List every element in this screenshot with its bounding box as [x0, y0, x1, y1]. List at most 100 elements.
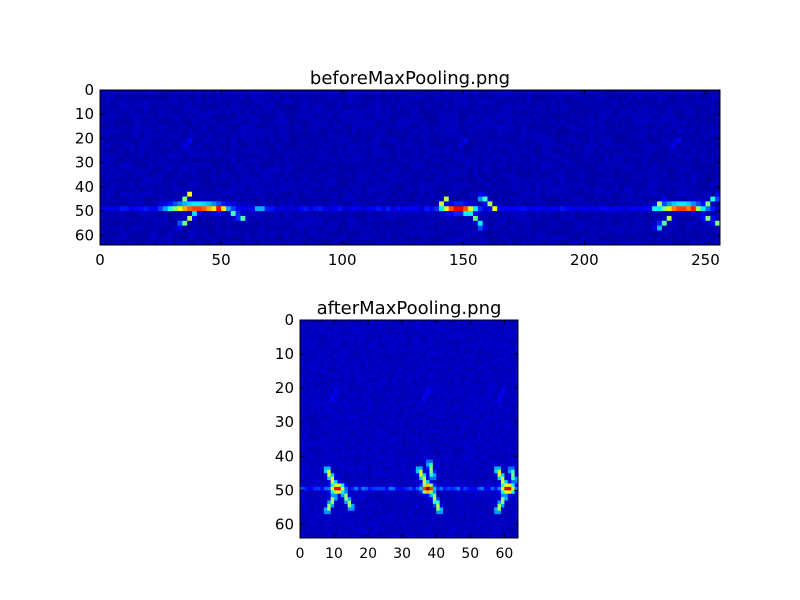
heatmap-cell [398, 354, 403, 358]
heatmap-cell [618, 162, 624, 168]
heatmap-cell [574, 172, 580, 178]
heatmap-cell [690, 211, 697, 217]
chart-title-after: afterMaxPooling.png [317, 298, 502, 319]
heatmap-cell [225, 196, 232, 202]
heatmap-cell [279, 114, 285, 120]
heatmap-cell [710, 225, 716, 231]
heatmap-cell [535, 225, 542, 231]
heatmap-cell [211, 94, 217, 101]
heatmap-cell [540, 211, 547, 217]
heatmap-cell [535, 206, 542, 212]
heatmap-cell [439, 343, 444, 348]
heatmap-cell [274, 191, 280, 197]
heatmap-cell [332, 230, 338, 236]
heatmap-cell [434, 167, 440, 173]
heatmap-cell [211, 186, 217, 193]
heatmap-cell [526, 211, 532, 217]
heatmap-cell [303, 196, 309, 202]
heatmap-cell [405, 323, 410, 328]
heatmap-cell [446, 343, 451, 348]
heatmap-cell [487, 104, 493, 110]
heatmap-cell [133, 94, 140, 101]
heatmap-cell [385, 148, 392, 154]
heatmap-cell [211, 191, 217, 197]
heatmap-cell [327, 148, 333, 154]
heatmap-cell [458, 157, 464, 164]
heatmap-cell [458, 206, 464, 212]
heatmap-cell [502, 128, 508, 134]
heatmap-cell [322, 240, 329, 246]
heatmap-cell [133, 138, 140, 144]
heatmap-cell [429, 109, 435, 115]
heatmap-cell [676, 191, 682, 197]
heatmap-cell [506, 182, 513, 188]
heatmap-cell [327, 350, 332, 355]
heatmap-cell [298, 90, 304, 96]
heatmap-cell [361, 323, 366, 328]
heatmap-cell [133, 186, 140, 193]
heatmap-cell [340, 326, 345, 331]
heatmap-cell [347, 326, 352, 331]
heatmap-cell [182, 119, 188, 125]
heatmap-cell [255, 162, 261, 168]
heatmap-cell [104, 99, 111, 105]
heatmap-cell [192, 211, 198, 217]
heatmap-cell [468, 148, 474, 154]
heatmap-cell [535, 211, 542, 217]
heatmap-cell [133, 215, 140, 222]
heatmap-cell [661, 225, 668, 231]
heatmap-cell [550, 240, 556, 246]
heatmap-cell [167, 230, 174, 236]
heatmap-cell [119, 138, 125, 144]
heatmap-cell [463, 162, 469, 168]
heatmap-cell [487, 206, 493, 212]
heatmap-cell [477, 104, 484, 110]
heatmap-cell [511, 172, 517, 178]
heatmap-cell [681, 104, 687, 110]
heatmap-cell [245, 114, 251, 120]
heatmap-cell [676, 123, 682, 130]
heatmap-cell [472, 99, 479, 105]
heatmap-cell [627, 186, 634, 193]
heatmap-cell [456, 337, 461, 341]
heatmap-cell [410, 148, 416, 154]
heatmap-cell [492, 215, 498, 222]
heatmap-cell [390, 152, 396, 159]
heatmap-cell [124, 138, 130, 144]
heatmap-cell [317, 148, 324, 154]
heatmap-cell [671, 172, 677, 178]
heatmap-cell [657, 143, 663, 149]
heatmap-cell [487, 152, 493, 159]
heatmap-cell [690, 186, 697, 193]
heatmap-cell [337, 360, 342, 365]
heatmap-cell [579, 109, 585, 115]
heatmap-cell [414, 133, 421, 139]
heatmap-cell [143, 215, 149, 222]
heatmap-cell [385, 138, 392, 144]
heatmap-cell [468, 94, 474, 101]
heatmap-cell [603, 206, 609, 212]
heatmap-cell [109, 201, 115, 207]
heatmap-cell [579, 138, 585, 144]
heatmap-cell [313, 182, 319, 188]
heatmap-cell [402, 357, 406, 362]
heatmap-cell [521, 196, 527, 202]
heatmap-cell [100, 94, 106, 101]
heatmap-cell [540, 167, 547, 173]
heatmap-cell [409, 360, 413, 365]
heatmap-cell [569, 167, 576, 173]
heatmap-cell [211, 220, 217, 227]
heatmap-cell [439, 323, 444, 328]
heatmap-cell [182, 220, 188, 227]
heatmap-cell [143, 104, 149, 110]
heatmap-cell [390, 162, 396, 168]
heatmap-cell [449, 357, 454, 362]
heatmap-cell [225, 215, 232, 222]
heatmap-cell [221, 143, 227, 149]
heatmap-cell [119, 201, 125, 207]
heatmap-cell [119, 119, 125, 125]
heatmap-cell [477, 326, 481, 331]
heatmap-cell [589, 123, 595, 130]
heatmap-cell [710, 152, 716, 159]
heatmap-cell [119, 152, 125, 159]
